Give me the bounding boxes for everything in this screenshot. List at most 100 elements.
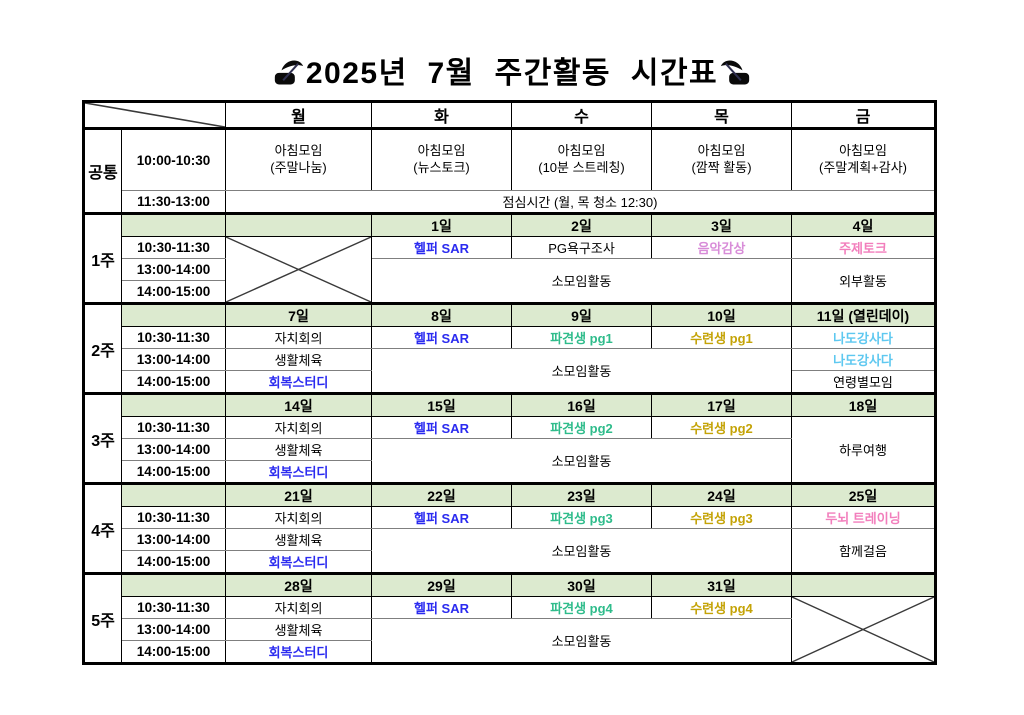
table-row: 10:30-11:30 자치회의 헬퍼 SAR 파견생 pg2 수련생 pg2 … — [84, 416, 936, 484]
week1-wed-activity: PG욕구조사 — [511, 236, 652, 259]
table-row: 3주 14일 15일 16일 17일 18일 — [83, 392, 936, 484]
common-tue-morning: 아침모임 (뉴스토크) — [371, 128, 512, 191]
common-mon-morning: 아침모임 (주말나눔) — [225, 128, 372, 191]
diagonal-divider-icon — [85, 103, 225, 127]
week4-date-wed: 23일 — [511, 482, 652, 507]
week1-fri-afternoon: 외부활동 — [791, 258, 936, 304]
time-label: 14:00-15:00 — [121, 550, 226, 574]
section-label-week5: 5주 — [83, 572, 122, 664]
week2-small-group-cell: 소모임활동 — [371, 348, 792, 394]
week1-tue-activity: 헬퍼 SAR — [371, 236, 512, 259]
week4-fri-afternoon: 함께걸음 — [791, 528, 936, 574]
day-header-wed: 수 — [511, 100, 652, 130]
week5-thu-activity: 수련생 pg4 — [651, 596, 792, 619]
week3-date-fri: 18일 — [791, 392, 936, 417]
week1-date-fri: 4일 — [791, 212, 936, 237]
week3-date-mon: 14일 — [225, 392, 372, 417]
week2-mon-afternoon2: 회복스터디 — [225, 370, 372, 394]
section-label-week3: 3주 — [83, 392, 122, 484]
week4-date-spacer — [121, 482, 226, 507]
table-row: 14:00-15:00 회복스터디 — [84, 460, 936, 484]
week2-date-spacer — [121, 302, 226, 327]
week5-mon-afternoon1: 생활체육 — [225, 618, 372, 641]
week1-mon-crossed-cell — [225, 236, 372, 304]
week2-fri-afternoon1: 나도강사다 — [791, 348, 936, 371]
table-row: 13:00-14:00 생활체육 소모임활동 나도강사다 — [84, 348, 936, 394]
time-label: 13:00-14:00 — [121, 438, 226, 461]
beach-umbrella-icon — [274, 57, 304, 95]
time-label: 13:00-14:00 — [121, 348, 226, 371]
week3-mon-afternoon1: 생활체육 — [225, 438, 372, 461]
week1-date-thu: 3일 — [651, 212, 792, 237]
week4-thu-activity: 수련생 pg3 — [651, 506, 792, 529]
week2-wed-activity: 파견생 pg1 — [511, 326, 652, 349]
week5-fri-crossed-cell — [791, 596, 936, 664]
week4-date-tue: 22일 — [371, 482, 512, 507]
week3-date-tue: 15일 — [371, 392, 512, 417]
week1-date-mon — [225, 212, 372, 237]
week3-date-wed: 16일 — [511, 392, 652, 417]
section-label-week2: 2주 — [83, 302, 122, 394]
time-label: 10:30-11:30 — [121, 236, 226, 259]
week2-fri-activity: 나도강사다 — [791, 326, 936, 349]
week4-date-fri: 25일 — [791, 482, 936, 507]
week4-tue-activity: 헬퍼 SAR — [371, 506, 512, 529]
section-label-common: 공통 — [83, 128, 122, 214]
time-label: 10:30-11:30 — [121, 506, 226, 529]
week4-wed-activity: 파견생 pg3 — [511, 506, 652, 529]
week1-date-tue: 1일 — [371, 212, 512, 237]
week5-date-fri — [791, 572, 936, 597]
week2-thu-activity: 수련생 pg1 — [651, 326, 792, 349]
table-row: 1주 1일 2일 3일 4일 — [83, 212, 936, 304]
week4-date-thu: 24일 — [651, 482, 792, 507]
section-label-week4: 4주 — [83, 482, 122, 574]
section-label-week1: 1주 — [83, 212, 122, 304]
crossed-out-icon — [226, 237, 371, 302]
week3-date-spacer — [121, 392, 226, 417]
week2-date-mon: 7일 — [225, 302, 372, 327]
week4-mon-afternoon1: 생활체육 — [225, 528, 372, 551]
table-row: 13:00-14:00 생활체육 소모임활동 — [84, 438, 936, 484]
table-row: 14:00-15:00 회복스터디 연령별모임 — [84, 370, 936, 394]
time-label: 13:00-14:00 — [121, 258, 226, 281]
week5-mon-activity: 자치회의 — [225, 596, 372, 619]
table-row: 10:30-11:30 자치회의 헬퍼 SAR 파견생 pg1 수련생 pg1 … — [84, 326, 936, 349]
time-label: 14:00-15:00 — [121, 370, 226, 394]
week3-fri-day-trip: 하루여행 — [791, 416, 936, 484]
week2-tue-activity: 헬퍼 SAR — [371, 326, 512, 349]
table-row: 10:30-11:30 자치회의 헬퍼 SAR 파견생 pg4 수련생 pg4 — [84, 596, 936, 664]
table-row: 14:00-15:00 회복스터디 — [84, 550, 936, 574]
table-row: 월 화 수 목 금 — [83, 100, 936, 130]
table-row: 11:30-13:00 점심시간 (월, 목 청소 12:30) — [84, 190, 936, 214]
common-wed-morning: 아침모임 (10분 스트레칭) — [511, 128, 652, 191]
week5-small-group-cell: 소모임활동 — [371, 618, 792, 664]
table-row: 13:00-14:00 생활체육 소모임활동 함께걸음 — [84, 528, 936, 574]
week2-date-tue: 8일 — [371, 302, 512, 327]
week3-date-thu: 17일 — [651, 392, 792, 417]
weekly-timetable: 월 화 수 목 금 공통 10:00-10:30 아침모임 (주말나눔) 아침모… — [82, 100, 937, 665]
week2-mon-afternoon1: 생활체육 — [225, 348, 372, 371]
day-header-tue: 화 — [371, 100, 512, 130]
time-label: 14:00-15:00 — [121, 640, 226, 664]
week5-date-mon: 28일 — [225, 572, 372, 597]
time-label: 10:30-11:30 — [121, 326, 226, 349]
table-row: 4주 21일 22일 23일 24일 25일 — [83, 482, 936, 574]
week2-mon-activity: 자치회의 — [225, 326, 372, 349]
week1-thu-activity: 음악감상 — [651, 236, 792, 259]
week3-wed-activity: 파견생 pg2 — [511, 416, 652, 439]
week2-date-thu: 10일 — [651, 302, 792, 327]
time-label: 10:30-11:30 — [121, 416, 226, 439]
time-label: 11:30-13:00 — [121, 190, 226, 214]
table-row: 14:00-15:00 회복스터디 — [84, 640, 936, 664]
page-title: 2025년 7월 주간활동 시간표 — [0, 48, 1024, 95]
week3-small-group-cell: 소모임활동 — [371, 438, 792, 484]
table-row: 10:30-11:30 헬퍼 SAR PG욕구조사 음악감상 주제토크 — [84, 236, 936, 304]
table-row: 5주 28일 29일 30일 31일 — [83, 572, 936, 664]
table-row: 2주 7일 8일 9일 10일 11일 (열린데이) — [83, 302, 936, 394]
week4-fri-activity: 두뇌 트레이닝 — [791, 506, 936, 529]
week5-mon-afternoon2: 회복스터디 — [225, 640, 372, 664]
week5-date-spacer — [121, 572, 226, 597]
common-thu-morning: 아침모임 (깜짝 활동) — [651, 128, 792, 191]
week5-date-thu: 31일 — [651, 572, 792, 597]
